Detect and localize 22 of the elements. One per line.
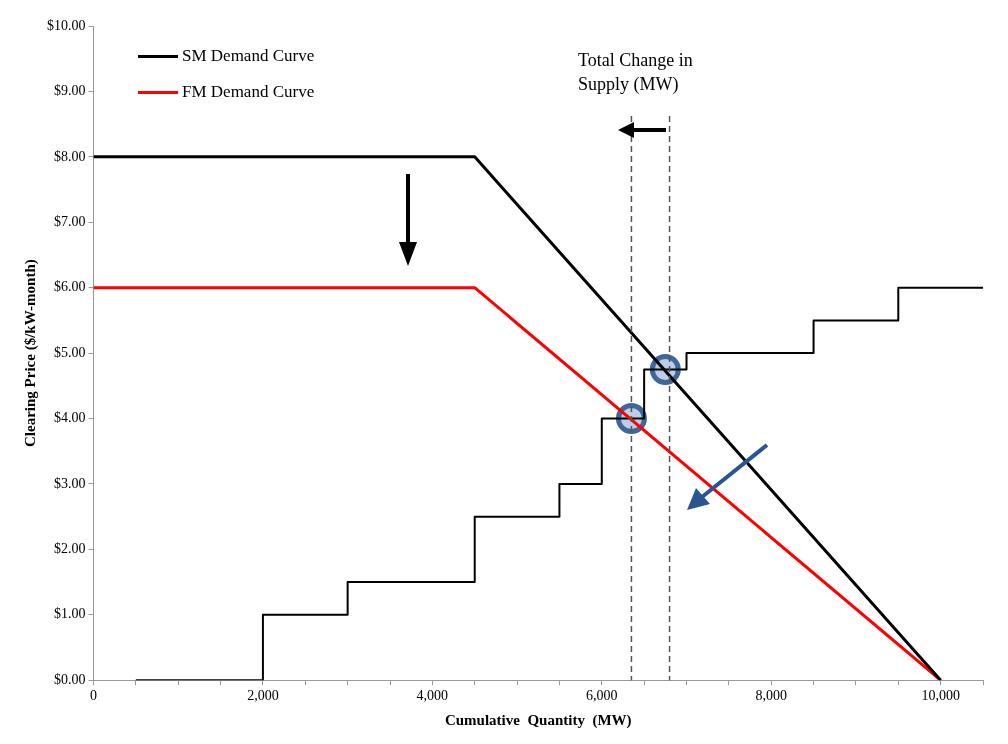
y-tick-label: $6.00: [54, 279, 86, 295]
y-tick-label: $9.00: [54, 83, 86, 99]
legend-label: SM Demand Curve: [182, 46, 315, 66]
y-tick-label: $5.00: [54, 344, 86, 360]
x-tick-label: 8,000: [755, 688, 787, 704]
x-tick-label: 2,000: [247, 688, 279, 704]
y-tick-label: $1.00: [54, 606, 86, 622]
y-tick-label: $8.00: [54, 148, 86, 164]
y-tick-label: $7.00: [54, 213, 86, 229]
x-axis-title: Cumulative Quantity (MW): [444, 711, 632, 729]
y-tick-label: $2.00: [54, 541, 86, 557]
x-tick-label: 4,000: [416, 688, 449, 704]
legend-label: FM Demand Curve: [182, 82, 315, 102]
y-tick-label: $0.00: [54, 671, 86, 687]
y-axis-title: Clearing Price ($/kW-month): [21, 259, 39, 447]
y-tick-label: $4.00: [54, 410, 86, 426]
annotation: Total Change in Supply (MW): [578, 49, 694, 96]
y-tick-label: $3.00: [54, 475, 86, 491]
x-tick-label: 10,000: [921, 688, 960, 704]
x-tick-label: 6,000: [586, 688, 618, 704]
y-tick-label: $10.00: [47, 17, 86, 33]
x-tick-label: 0: [90, 688, 97, 704]
